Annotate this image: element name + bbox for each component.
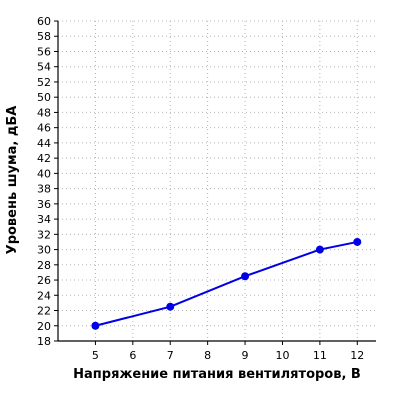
y-tick-label: 38 bbox=[37, 183, 51, 196]
x-tick-label: 9 bbox=[242, 349, 249, 362]
x-tick-label: 6 bbox=[129, 349, 136, 362]
y-tick-label: 60 bbox=[37, 15, 51, 28]
x-tick-label: 7 bbox=[167, 349, 174, 362]
data-point bbox=[315, 245, 324, 254]
y-tick-label: 28 bbox=[37, 259, 51, 272]
y-tick-label: 22 bbox=[37, 305, 51, 318]
y-tick-label: 48 bbox=[37, 106, 51, 119]
axes bbox=[54, 20, 376, 345]
y-tick-label: 20 bbox=[37, 320, 51, 333]
y-tick-label: 42 bbox=[37, 152, 51, 165]
y-tick-label: 36 bbox=[37, 198, 51, 211]
x-axis-title: Напряжение питания вентиляторов, В bbox=[73, 367, 361, 382]
y-tick-label: 52 bbox=[37, 76, 51, 89]
y-tick-label: 50 bbox=[37, 91, 51, 104]
y-tick-label: 32 bbox=[37, 228, 51, 241]
data-series bbox=[91, 237, 362, 330]
y-tick-label: 44 bbox=[37, 137, 51, 150]
y-tick-label: 26 bbox=[37, 274, 51, 287]
y-tick-label: 24 bbox=[37, 289, 51, 302]
data-point bbox=[91, 321, 100, 330]
x-tick-label: 8 bbox=[204, 349, 211, 362]
y-tick-label: 54 bbox=[37, 61, 51, 74]
y-tick-label: 18 bbox=[37, 335, 51, 348]
y-tick-label: 56 bbox=[37, 45, 51, 58]
y-tick-label: 30 bbox=[37, 244, 51, 257]
tick-labels: 1820222426283032343638404244464850525456… bbox=[37, 15, 364, 362]
grid bbox=[58, 20, 376, 341]
y-tick-label: 58 bbox=[37, 30, 51, 43]
data-point bbox=[241, 272, 250, 281]
x-tick-label: 5 bbox=[92, 349, 99, 362]
y-tick-label: 34 bbox=[37, 213, 51, 226]
x-tick-label: 10 bbox=[275, 349, 289, 362]
y-tick-label: 46 bbox=[37, 122, 51, 135]
x-tick-label: 11 bbox=[313, 349, 327, 362]
data-point bbox=[166, 302, 175, 311]
data-point bbox=[353, 237, 362, 246]
y-axis-title: Уровень шума, дБА bbox=[5, 106, 20, 255]
x-tick-label: 12 bbox=[350, 349, 364, 362]
series-line bbox=[95, 240, 358, 327]
y-tick-label: 40 bbox=[37, 167, 51, 180]
